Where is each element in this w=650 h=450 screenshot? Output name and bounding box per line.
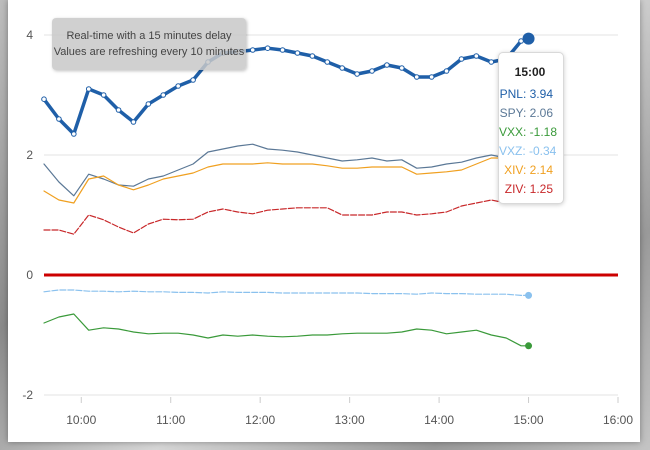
series-line-vxz — [43, 289, 530, 296]
pnl-point — [115, 107, 122, 113]
x-tick-label: 14:00 — [424, 413, 454, 427]
tooltip-time: 15:00 — [514, 65, 546, 79]
pnl-point — [41, 96, 47, 102]
pnl-point — [249, 47, 256, 53]
pnl-point — [339, 65, 345, 71]
hover-marker-vxz — [525, 291, 533, 299]
pnl-point — [413, 74, 420, 80]
pnl-point — [294, 50, 301, 56]
series-line-ziv — [43, 199, 530, 235]
pnl-point — [130, 119, 137, 125]
pnl-point — [190, 77, 196, 83]
pnl-point — [175, 83, 181, 89]
hover-tooltip: 15:00 PNL: 3.94 SPY: 2.06 VXX: -1.18 VXZ… — [498, 52, 564, 204]
y-tick-label: -2 — [22, 388, 33, 402]
series-lines — [41, 32, 535, 350]
pnl-point — [443, 68, 450, 74]
hover-marker-vxx — [525, 342, 533, 350]
pnl-point — [384, 62, 390, 68]
series-line-vxx — [43, 313, 530, 347]
y-tick-label: 2 — [26, 148, 33, 162]
x-tick-label: 10:00 — [66, 413, 96, 427]
series-line-spy — [43, 143, 530, 197]
pnl-point — [85, 86, 92, 92]
tooltip-row-pnl: PNL: 3.94 — [499, 87, 553, 101]
hover-marker-pnl — [522, 32, 535, 45]
delay-notice-line-1: Real-time with a 15 minutes delay — [66, 30, 232, 42]
pnl-point — [279, 47, 286, 53]
x-tick-label: 15:00 — [514, 413, 544, 427]
chart-card: 4 2 0 -2 10:00 11:00 12:00 13:00 14:00 15:00 16:0… — [8, 0, 640, 442]
pnl-point — [399, 65, 405, 71]
pnl-point — [354, 71, 360, 77]
pnl-point — [160, 92, 167, 98]
y-axis-ticks: 4 2 0 -2 — [22, 28, 33, 402]
pnl-point — [264, 45, 271, 52]
pnl-point — [145, 101, 152, 107]
pnl-point — [488, 59, 495, 65]
x-tick-label: 11:00 — [156, 413, 185, 427]
delay-notice: Real-time with a 15 minutes delay Values… — [52, 18, 246, 70]
pnl-point — [369, 68, 375, 74]
tooltip-row-spy: SPY: 2.06 — [499, 106, 553, 120]
tooltip-row-ziv: ZIV: 1.25 — [504, 182, 553, 196]
tooltip-row-vxz: VXZ: -0.34 — [499, 144, 557, 158]
pnl-point — [309, 53, 316, 59]
pnl-point — [71, 131, 77, 137]
x-tick-label: 12:00 — [245, 413, 275, 427]
y-tick-label: 0 — [26, 268, 33, 282]
x-tick-label: 16:00 — [603, 413, 633, 427]
x-tick-label: 13:00 — [335, 413, 365, 427]
pnl-point — [100, 92, 107, 98]
delay-notice-line-2: Values are refreshing every 10 minutes — [53, 46, 245, 58]
pnl-point — [56, 116, 62, 122]
pnl-point — [324, 59, 331, 65]
tooltip-row-vxx: VXX: -1.18 — [499, 125, 558, 139]
pnl-point — [428, 74, 435, 80]
series-line-xiv — [43, 146, 530, 204]
tooltip-row-xiv: XIV: 2.14 — [504, 163, 553, 177]
x-axis-ticks: 10:00 11:00 12:00 13:00 14:00 15:00 16:00 — [66, 397, 633, 427]
series-line-pnl — [42, 36, 531, 136]
pnl-point — [473, 53, 480, 59]
pnl-point — [458, 56, 465, 62]
y-tick-label: 4 — [26, 28, 33, 42]
